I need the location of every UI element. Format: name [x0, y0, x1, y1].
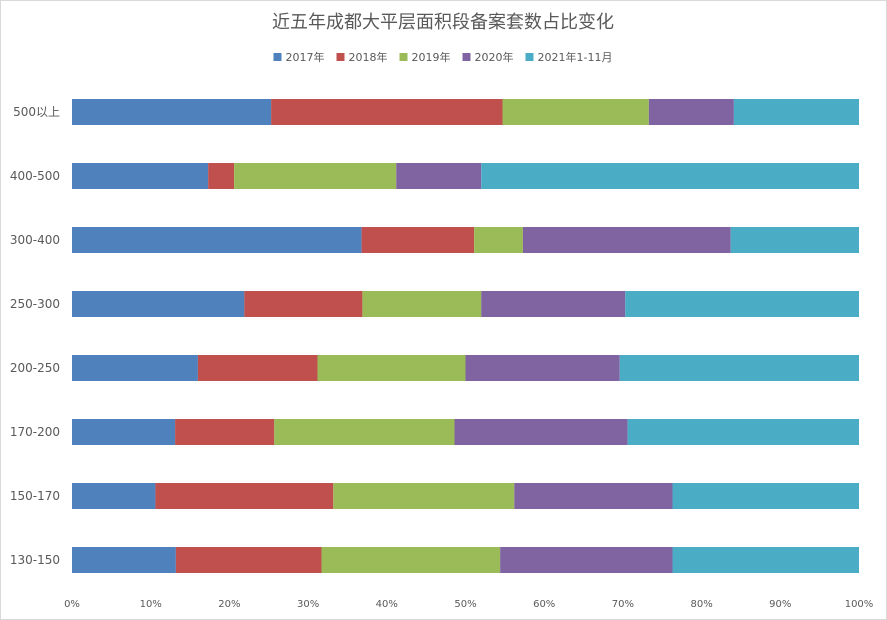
- bar-segment-0-3: [648, 99, 734, 125]
- category-label: 250-300: [10, 297, 60, 311]
- bar-segment-7-1: [175, 547, 322, 573]
- bar-segment-7-4: [672, 547, 859, 573]
- legend-label: 2021年1-11月: [538, 50, 613, 64]
- bar-segment-5-2: [274, 419, 455, 445]
- bar-segment-6-2: [333, 483, 515, 509]
- legend-label: 2020年: [475, 50, 514, 64]
- bar-segment-0-2: [502, 99, 649, 125]
- legend-swatch: [462, 53, 471, 61]
- bar-segment-6-3: [514, 483, 673, 509]
- bar-segment-3-2: [362, 291, 482, 317]
- bar-segment-0-4: [733, 99, 859, 125]
- bar-segment-6-4: [672, 483, 859, 509]
- bar-segment-1-0: [72, 163, 209, 189]
- x-tick-label: 80%: [690, 599, 712, 610]
- bar-segment-2-2: [474, 227, 523, 253]
- x-tick-label: 100%: [845, 599, 874, 610]
- bar-segment-6-0: [72, 483, 156, 509]
- x-tick-label: 50%: [454, 599, 476, 610]
- bar-segment-7-3: [500, 547, 673, 573]
- bar-segment-5-0: [72, 419, 176, 445]
- x-axis-ticks: 0% 10% 20% 30% 40% 50% 60% 70% 80% 90% 100%: [64, 599, 873, 610]
- x-tick-label: 60%: [533, 599, 555, 610]
- bar-segment-3-3: [481, 291, 626, 317]
- bar-segment-3-4: [625, 291, 859, 317]
- legend-label: 2019年: [412, 50, 451, 64]
- category-label: 170-200: [10, 425, 60, 439]
- bars-group: [72, 99, 859, 573]
- bar-segment-6-1: [155, 483, 334, 509]
- bar-segment-3-0: [72, 291, 245, 317]
- legend-swatch: [525, 53, 534, 61]
- bar-segment-2-3: [522, 227, 731, 253]
- x-tick-label: 30%: [297, 599, 319, 610]
- bar-segment-7-0: [72, 547, 176, 573]
- category-label: 400-500: [10, 169, 60, 183]
- bar-segment-1-4: [481, 163, 859, 189]
- bar-segment-1-3: [396, 163, 482, 189]
- bar-segment-5-1: [175, 419, 275, 445]
- x-tick-label: 70%: [612, 599, 634, 610]
- legend-swatch: [273, 53, 282, 61]
- chart-title: 近五年成都大平层面积段备案套数占比变化: [272, 12, 614, 33]
- legend-swatch: [399, 53, 408, 61]
- bar-segment-5-4: [627, 419, 859, 445]
- x-tick-label: 20%: [218, 599, 240, 610]
- category-label: 130-150: [10, 553, 60, 567]
- legend-label: 2018年: [349, 50, 388, 64]
- bar-segment-3-1: [244, 291, 363, 317]
- x-tick-label: 90%: [769, 599, 791, 610]
- bar-segment-1-1: [208, 163, 235, 189]
- bar-segment-5-3: [454, 419, 628, 445]
- x-tick-label: 10%: [140, 599, 162, 610]
- bar-segment-4-0: [72, 355, 198, 381]
- bar-segment-4-3: [465, 355, 620, 381]
- bar-segment-4-2: [317, 355, 466, 381]
- category-labels: 500以上 400-500 300-400 250-300 200-250 170-200…: [10, 105, 60, 567]
- legend: 2017年 2018年 2019年 2020年 2021年1-11月: [273, 50, 613, 64]
- legend-label: 2017年: [286, 50, 325, 64]
- bar-segment-4-1: [197, 355, 318, 381]
- category-label: 300-400: [10, 233, 60, 247]
- legend-swatch: [336, 53, 345, 61]
- category-label: 200-250: [10, 361, 60, 375]
- x-tick-label: 40%: [376, 599, 398, 610]
- bar-segment-0-0: [72, 99, 272, 125]
- bar-segment-2-0: [72, 227, 362, 253]
- bar-segment-2-4: [730, 227, 859, 253]
- bar-segment-7-2: [321, 547, 501, 573]
- category-label: 500以上: [13, 105, 60, 119]
- x-tick-label: 0%: [64, 599, 80, 610]
- category-label: 150-170: [10, 489, 60, 503]
- bar-segment-0-1: [271, 99, 503, 125]
- bar-segment-4-4: [619, 355, 859, 381]
- bar-segment-2-1: [361, 227, 475, 253]
- bar-segment-1-2: [234, 163, 397, 189]
